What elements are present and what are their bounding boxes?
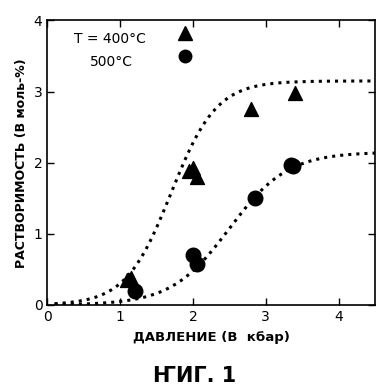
Point — [131, 288, 138, 294]
Point — [190, 165, 196, 172]
Point — [193, 261, 200, 267]
Point — [128, 275, 134, 281]
Point — [248, 106, 254, 113]
Text: ҤИГ. 1: ҤИГ. 1 — [153, 366, 237, 386]
Point — [288, 162, 294, 168]
Point — [124, 277, 131, 283]
Point — [193, 174, 200, 180]
Text: 500°C: 500°C — [90, 55, 133, 69]
X-axis label: ДАВЛЕНИЕ (В  кбар): ДАВЛЕНИЕ (В кбар) — [133, 331, 290, 344]
Y-axis label: РАСТВОРИМОСТЬ (В моль-%): РАСТВОРИМОСТЬ (В моль-%) — [15, 58, 28, 268]
Point — [186, 168, 192, 174]
Text: T = 400°C: T = 400°C — [73, 32, 145, 46]
Point — [290, 163, 296, 169]
Point — [190, 252, 196, 258]
Point — [252, 195, 258, 201]
Point — [292, 90, 298, 96]
